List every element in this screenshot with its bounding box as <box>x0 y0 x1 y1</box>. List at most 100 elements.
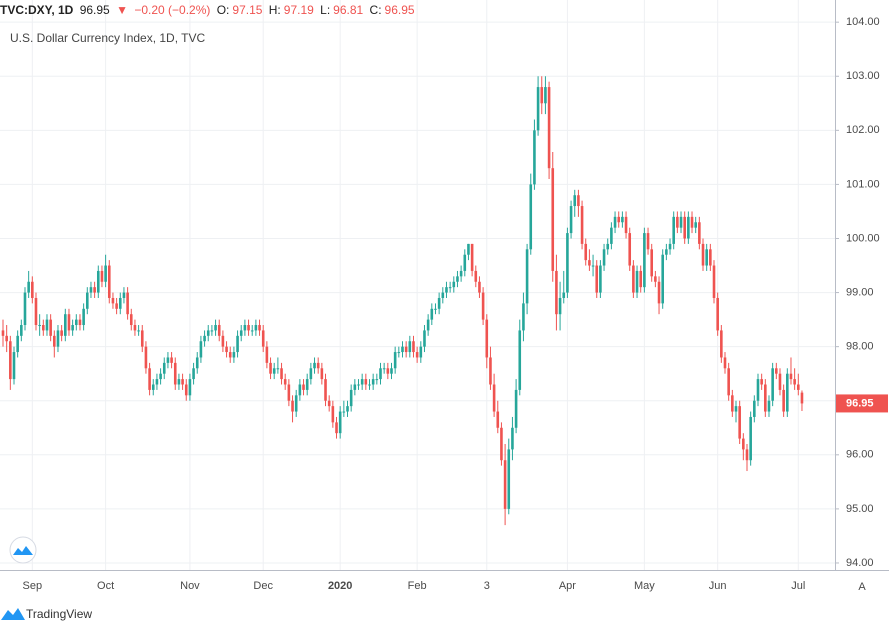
candle-body <box>96 270 100 293</box>
candle-body <box>335 422 338 434</box>
candle-body <box>441 292 445 298</box>
candle-body <box>723 357 727 369</box>
candle-body <box>437 297 441 309</box>
candle-body <box>338 411 342 434</box>
candle-body <box>690 216 694 228</box>
candle-body <box>580 206 584 244</box>
y-tick-label: 99.00 <box>846 286 874 298</box>
candle-body <box>272 368 276 374</box>
candle-body <box>650 249 654 277</box>
logo-badge[interactable] <box>9 536 37 564</box>
candle-body <box>12 352 16 380</box>
candle-body <box>382 368 386 370</box>
candle-body <box>236 335 239 353</box>
footer: TradingView <box>0 604 92 624</box>
candle-body <box>89 287 93 293</box>
candle-body <box>291 400 294 412</box>
candle-body <box>474 270 478 282</box>
candle-body <box>408 341 412 353</box>
candle-body <box>203 335 206 342</box>
x-tick-label: Oct <box>97 580 114 592</box>
candle-body <box>789 373 793 380</box>
candle-body <box>195 357 199 369</box>
candle-body <box>621 216 624 223</box>
candle-body <box>151 384 155 390</box>
candle-body <box>85 292 89 309</box>
candle-body <box>298 384 302 396</box>
candle-body <box>485 319 489 358</box>
ohlc-label: O: <box>216 3 230 17</box>
scale-button-label[interactable]: A <box>858 581 866 593</box>
scale-button[interactable] <box>848 575 876 597</box>
candle-body <box>786 373 789 412</box>
candle-body <box>250 330 254 332</box>
candle-body <box>430 308 434 320</box>
candle-body <box>639 270 643 288</box>
candle-body <box>16 335 19 353</box>
candle-body <box>525 249 529 304</box>
candle-body <box>771 368 774 401</box>
candle-body <box>775 368 778 374</box>
candle-body <box>533 130 536 185</box>
candle-body <box>720 330 723 358</box>
candle-body <box>734 406 738 412</box>
candle-body <box>503 460 507 509</box>
candle-body <box>188 379 192 396</box>
candle-body <box>511 427 514 450</box>
last-price-marker <box>836 394 888 413</box>
candle-body <box>104 265 107 282</box>
candle-body <box>701 243 705 266</box>
candle-body <box>115 303 118 309</box>
tradingview-logo[interactable]: TradingView <box>26 607 93 621</box>
candle-body <box>276 368 280 370</box>
candle-body <box>353 384 357 390</box>
candle-body <box>357 384 360 386</box>
candle-body <box>668 243 672 250</box>
candle-body <box>643 233 646 288</box>
x-tick-label: Dec <box>253 580 273 592</box>
candle-body <box>547 87 551 169</box>
y-tick-label: 96.00 <box>846 449 874 461</box>
candle-body <box>569 206 573 234</box>
candle-body <box>676 216 679 228</box>
background <box>0 0 889 600</box>
candle-body <box>635 270 639 293</box>
candle-body <box>606 243 610 250</box>
symbol: TVC:DXY, 1D <box>0 3 74 17</box>
candle-body <box>364 379 368 385</box>
candle-body <box>53 335 56 347</box>
candle-body <box>459 270 463 277</box>
candle-body <box>778 373 782 390</box>
candle-body <box>632 265 635 293</box>
candle-body <box>540 87 544 104</box>
candle-body <box>280 368 283 380</box>
candle-body <box>613 216 617 228</box>
candle-body <box>716 297 719 331</box>
candle-body <box>155 379 159 385</box>
candle-body <box>42 325 45 331</box>
candle-body <box>423 330 426 347</box>
ohlc-value: 96.95 <box>384 3 415 17</box>
candle-body <box>584 243 588 261</box>
tradingview-icon <box>1 608 25 620</box>
candle-body <box>210 330 214 332</box>
candle-body <box>500 427 503 461</box>
candle-body <box>602 249 606 266</box>
candle-body <box>555 270 558 315</box>
legend-header: TVC:DXY, 1D 96.95 ▼ −0.20 (−0.2%) O: 97.1… <box>0 0 418 20</box>
y-tick-label: 102.00 <box>846 124 880 136</box>
candle-body <box>324 379 327 401</box>
candle-body <box>302 384 305 390</box>
candle-body <box>687 216 690 239</box>
candles <box>1 76 804 526</box>
x-tick-label: Apr <box>559 580 576 592</box>
chart: U.S. Dollar Currency Index, 1D, TVC A 94… <box>0 0 889 600</box>
candle-body <box>206 330 210 336</box>
y-tick-label: 104.00 <box>846 16 880 28</box>
candle-body <box>67 314 71 331</box>
candle-body <box>159 373 162 380</box>
candle-body <box>753 400 756 417</box>
candle-body <box>71 325 74 331</box>
candle-body <box>214 325 217 331</box>
candle-body <box>712 265 716 298</box>
